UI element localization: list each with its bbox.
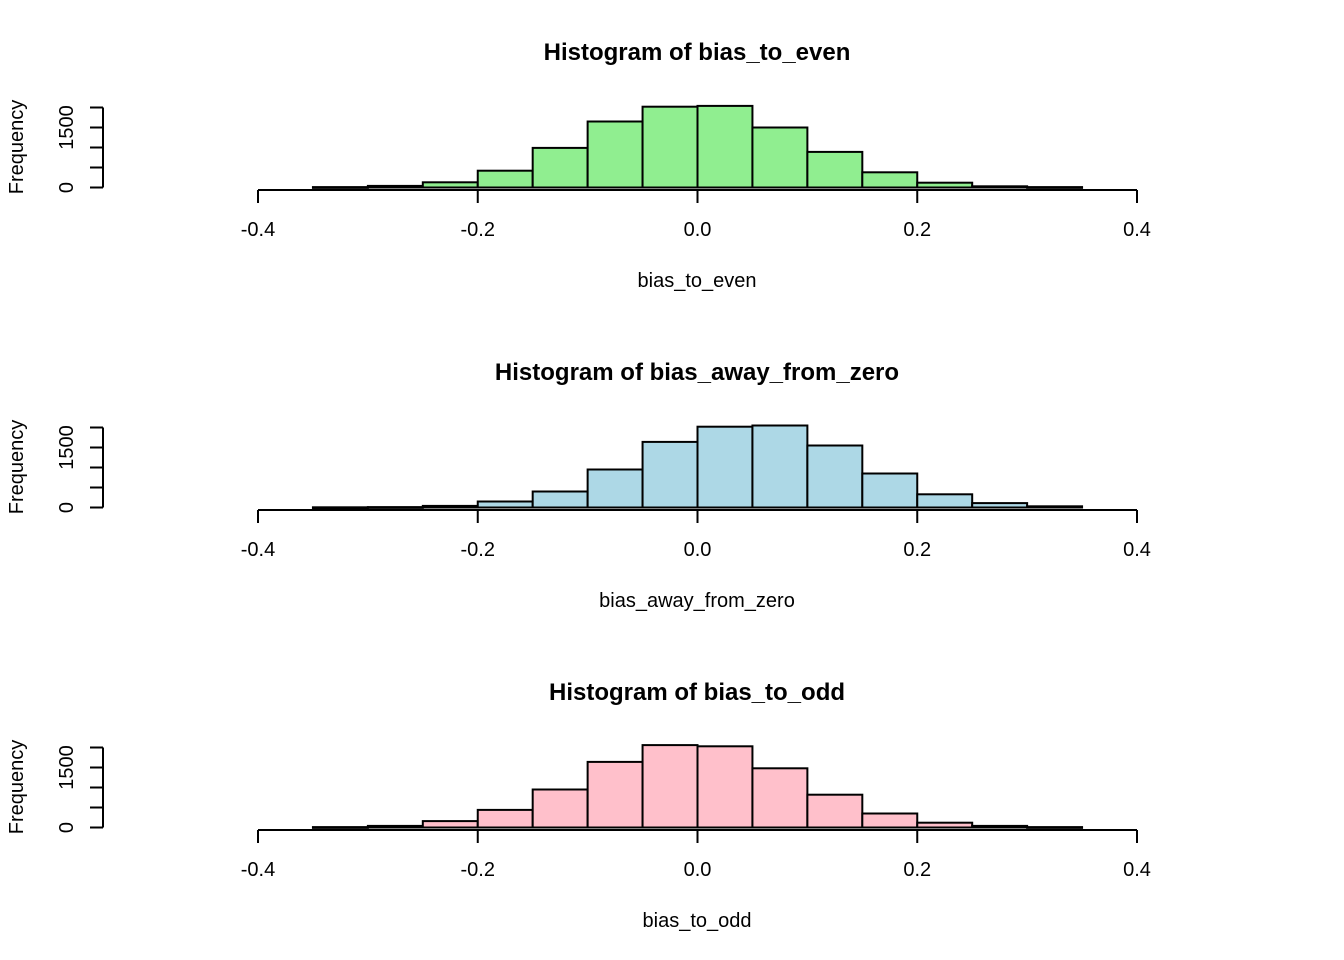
histogram-bar bbox=[806, 793, 864, 829]
x-tick-label: 0.4 bbox=[1123, 859, 1151, 881]
x-tick-label: 0.2 bbox=[903, 539, 931, 561]
histogram-bar bbox=[861, 472, 919, 509]
y-axis-label: Frequency bbox=[6, 740, 28, 835]
y-tick-label: 1500 bbox=[56, 105, 78, 150]
histogram-bar bbox=[421, 504, 479, 509]
histogram-bar bbox=[971, 824, 1029, 829]
histogram-bar bbox=[421, 181, 479, 189]
chart-title: Histogram of bias_to_even bbox=[544, 39, 851, 66]
chart-title: Histogram of bias_away_from_zero bbox=[495, 359, 899, 386]
histogram-bar bbox=[476, 500, 534, 509]
histogram-bar bbox=[696, 745, 754, 829]
y-tick-label: 1500 bbox=[56, 425, 78, 470]
y-axis-label: Frequency bbox=[6, 100, 28, 195]
histogram-bar bbox=[696, 104, 754, 189]
histogram-bar bbox=[311, 186, 369, 189]
histogram-bar bbox=[861, 171, 919, 189]
histogram-bar bbox=[1026, 186, 1084, 189]
chart-title: Histogram of bias_to_odd bbox=[549, 679, 845, 706]
histogram-bar bbox=[476, 808, 534, 829]
x-axis-label: bias_to_odd bbox=[643, 910, 752, 932]
x-tick-label: -0.4 bbox=[241, 219, 275, 241]
x-axis-label: bias_away_from_zero bbox=[599, 590, 795, 612]
y-tick-label: 1500 bbox=[56, 745, 78, 790]
histogram-bar bbox=[421, 820, 479, 829]
histogram-bar bbox=[531, 490, 589, 509]
histogram-bar bbox=[751, 424, 809, 509]
x-tick-label: 0.2 bbox=[903, 219, 931, 241]
x-axis-label: bias_to_even bbox=[638, 270, 757, 292]
histogram-bar bbox=[586, 468, 644, 509]
histogram-bar bbox=[916, 493, 974, 509]
histogram-bar bbox=[1026, 826, 1084, 829]
histogram-bar bbox=[311, 826, 369, 829]
histogram-bar bbox=[641, 105, 699, 189]
histogram-bar bbox=[806, 444, 864, 509]
histogram-bar bbox=[531, 146, 589, 189]
histogram-bar bbox=[971, 185, 1029, 189]
histogram-bar bbox=[861, 812, 919, 829]
y-tick-label: 0 bbox=[56, 182, 78, 193]
histogram-bar bbox=[586, 120, 644, 189]
histogram-panel-2: Histogram of bias_away_from_zero -0.4 -0.2… bbox=[6, 359, 1151, 612]
histogram-panel-1: Histogram of bias_to_even -0.4 -0.2 0.0 0.2 0… bbox=[6, 39, 1151, 292]
y-tick-label: 0 bbox=[56, 822, 78, 833]
x-tick-label: -0.2 bbox=[461, 539, 495, 561]
x-tick-label: 0.2 bbox=[903, 859, 931, 881]
y-axis-label: Frequency bbox=[6, 420, 28, 515]
histogram-bar bbox=[641, 440, 699, 509]
histogram-bar bbox=[366, 506, 424, 509]
x-tick-label: 0.0 bbox=[684, 539, 712, 561]
histogram-bar bbox=[641, 744, 699, 829]
x-tick-label: 0.0 bbox=[684, 219, 712, 241]
histogram-bar bbox=[311, 506, 369, 510]
x-tick-label: 0.4 bbox=[1123, 539, 1151, 561]
x-tick-label: 0.4 bbox=[1123, 219, 1151, 241]
histogram-bar bbox=[366, 184, 424, 189]
histogram-bar bbox=[696, 425, 754, 509]
histogram-bar bbox=[916, 181, 974, 189]
histogram-bar bbox=[916, 821, 974, 829]
x-tick-label: -0.4 bbox=[241, 539, 275, 561]
histogram-panel-3: Histogram of bias_to_odd -0.4 -0.2 0.0 0.2 0.… bbox=[6, 679, 1151, 932]
histogram-bar bbox=[971, 502, 1029, 509]
histogram-bar bbox=[531, 788, 589, 829]
y-tick-label: 0 bbox=[56, 502, 78, 513]
histogram-bar bbox=[751, 767, 809, 829]
histogram-bar bbox=[476, 169, 534, 189]
x-tick-label: -0.4 bbox=[241, 859, 275, 881]
histogram-bar bbox=[751, 126, 809, 189]
x-tick-label: 0.0 bbox=[684, 859, 712, 881]
x-tick-label: -0.2 bbox=[461, 219, 495, 241]
histogram-bar bbox=[586, 760, 644, 829]
x-tick-label: -0.2 bbox=[461, 859, 495, 881]
histogram-bar bbox=[366, 824, 424, 829]
histogram-bar bbox=[806, 150, 864, 189]
histogram-bar bbox=[1026, 505, 1084, 509]
